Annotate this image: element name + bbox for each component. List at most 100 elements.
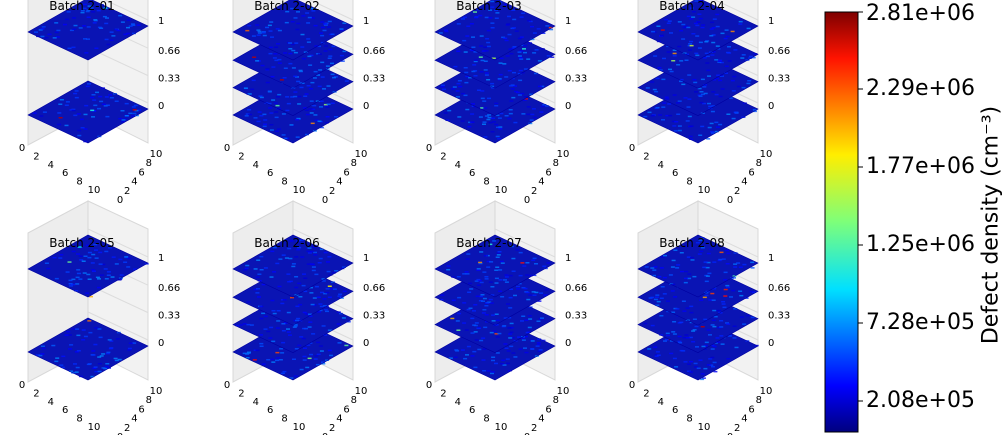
defect-mark bbox=[318, 69, 323, 71]
defect-mark bbox=[478, 262, 483, 265]
defect-mark bbox=[486, 266, 491, 268]
defect-mark bbox=[306, 250, 311, 253]
defect-mark bbox=[316, 353, 321, 356]
defect-mark bbox=[529, 274, 533, 277]
defect-mark bbox=[285, 10, 290, 13]
defect-mark bbox=[289, 240, 294, 242]
defect-mark bbox=[318, 309, 323, 312]
defect-mark bbox=[243, 87, 248, 89]
defect-mark bbox=[296, 11, 300, 13]
x-tick-label: 8 bbox=[76, 414, 82, 425]
defect-mark bbox=[317, 120, 322, 122]
defect-mark bbox=[676, 64, 681, 66]
defect-mark bbox=[303, 51, 308, 53]
defect-mark bbox=[494, 362, 498, 365]
defect-mark bbox=[72, 17, 76, 19]
defect-mark bbox=[700, 378, 705, 381]
defect-mark bbox=[650, 324, 655, 327]
defect-mark bbox=[40, 353, 45, 355]
defect-mark bbox=[703, 261, 708, 263]
defect-mark bbox=[456, 276, 461, 278]
defect-mark bbox=[259, 345, 264, 347]
defect-mark bbox=[307, 16, 312, 19]
defect-mark bbox=[75, 283, 80, 285]
defect-mark bbox=[295, 305, 300, 308]
defect-mark bbox=[491, 356, 496, 358]
defect-mark bbox=[317, 53, 322, 55]
defect-mark bbox=[308, 342, 313, 344]
defect-mark bbox=[107, 339, 112, 341]
defect-mark bbox=[293, 95, 298, 98]
defect-mark bbox=[688, 49, 692, 51]
defect-mark bbox=[259, 317, 264, 320]
defect-mark bbox=[105, 17, 109, 19]
defect-mark bbox=[92, 367, 97, 369]
layer-surface bbox=[28, 235, 148, 297]
defect-mark bbox=[517, 55, 522, 57]
defect-mark bbox=[296, 317, 301, 320]
defect-mark bbox=[73, 114, 78, 117]
defect-mark bbox=[545, 25, 550, 27]
defect-mark bbox=[491, 314, 496, 316]
defect-mark bbox=[456, 82, 461, 85]
x-tick-label: 4 bbox=[48, 160, 54, 171]
defect-mark bbox=[738, 23, 743, 25]
defect-mark bbox=[270, 358, 275, 360]
defect-mark bbox=[320, 34, 325, 37]
defect-mark bbox=[235, 324, 240, 327]
defect-mark bbox=[671, 120, 676, 123]
defect-mark bbox=[256, 288, 260, 290]
defect-mark bbox=[662, 293, 667, 295]
z-grid bbox=[103, 0, 149, 21]
defect-mark bbox=[500, 296, 505, 298]
defect-mark bbox=[312, 246, 317, 248]
z-tick-label: 0.33 bbox=[363, 311, 385, 322]
defect-mark bbox=[679, 349, 684, 352]
y-tick-label: 8 bbox=[351, 395, 357, 406]
defect-mark bbox=[91, 94, 96, 96]
defect-mark bbox=[500, 262, 505, 264]
defect-mark bbox=[678, 342, 683, 344]
defect-mark bbox=[686, 26, 691, 29]
defect-mark bbox=[534, 72, 538, 75]
defect-mark bbox=[751, 56, 756, 59]
defect-mark bbox=[507, 370, 512, 372]
defect-mark bbox=[534, 263, 538, 265]
defect-mark bbox=[40, 28, 45, 30]
defect-mark bbox=[682, 52, 687, 54]
defect-mark bbox=[726, 323, 731, 325]
defect-mark bbox=[518, 57, 523, 59]
layer-z-1 bbox=[637, 234, 759, 298]
defect-mark bbox=[123, 118, 128, 120]
defect-mark bbox=[717, 259, 722, 262]
defect-mark bbox=[464, 329, 469, 331]
defect-mark bbox=[474, 322, 479, 324]
defect-mark bbox=[250, 88, 255, 90]
defect-mark bbox=[679, 80, 683, 83]
defect-mark bbox=[532, 274, 537, 276]
defect-mark bbox=[672, 125, 677, 127]
defect-mark bbox=[703, 318, 708, 321]
defect-mark bbox=[711, 105, 716, 107]
panel-title-8: Batch 2-08 bbox=[659, 236, 725, 250]
defect-mark bbox=[260, 64, 265, 67]
defect-mark bbox=[342, 290, 347, 293]
defect-mark bbox=[268, 52, 273, 55]
defect-mark bbox=[710, 292, 715, 295]
defect-mark bbox=[58, 103, 63, 105]
defect-mark bbox=[340, 60, 345, 62]
defect-mark bbox=[736, 262, 741, 264]
defect-mark bbox=[726, 252, 731, 255]
defect-mark bbox=[524, 351, 529, 354]
defect-mark bbox=[329, 288, 334, 290]
defect-mark bbox=[470, 355, 475, 357]
defect-mark bbox=[104, 22, 109, 25]
defect-mark bbox=[322, 298, 327, 300]
defect-mark bbox=[526, 58, 531, 60]
defect-mark bbox=[299, 82, 304, 84]
defect-mark bbox=[262, 34, 267, 37]
defect-mark bbox=[32, 112, 37, 114]
defect-mark bbox=[717, 61, 722, 63]
